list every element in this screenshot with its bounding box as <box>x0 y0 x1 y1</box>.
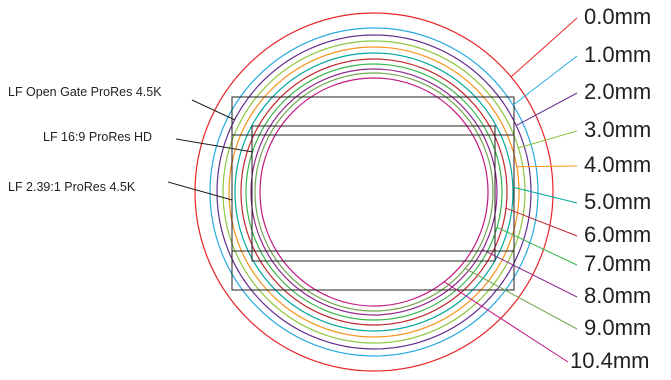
leader-6.0mm <box>505 207 578 237</box>
image-circle-3-0mm <box>222 40 526 344</box>
image-circle-8-0mm <box>250 68 498 316</box>
leader-3.0mm <box>518 130 578 149</box>
leader-8.0mm <box>482 249 578 298</box>
image-circle-2-0mm <box>216 34 532 350</box>
leader-lf-2-39 <box>167 181 233 201</box>
image-circle-1-0mm <box>209 27 539 357</box>
distance-label-8-0: 8.0mm <box>584 283 651 308</box>
distance-label-6-0: 6.0mm <box>584 222 651 247</box>
image-circles <box>194 12 554 372</box>
leader-lf-open-gate <box>191 99 236 121</box>
leader-0.0mm <box>510 17 578 78</box>
leader-5.0mm <box>512 186 578 204</box>
leader-lf-16-9 <box>175 138 254 153</box>
label-lf-open-gate: LF Open Gate ProRes 4.5K <box>8 85 162 99</box>
leader-7.0mm <box>496 226 578 266</box>
frame-lf-2-39 <box>231 134 515 252</box>
label-lf-16-9: LF 16:9 ProRes HD <box>43 130 152 144</box>
image-circle-7-0mm <box>245 63 503 321</box>
image-circle-5-0mm <box>234 52 514 332</box>
distance-label-7-0: 7.0mm <box>584 251 651 276</box>
leader-4.0mm <box>516 165 578 168</box>
distance-label-3-0: 3.0mm <box>584 117 651 142</box>
distance-label-4-0: 4.0mm <box>584 152 651 177</box>
leader-1.0mm <box>512 55 578 106</box>
distance-label-5-0: 5.0mm <box>584 189 651 214</box>
leader-9.0mm <box>464 268 578 330</box>
distance-label-0-0: 0.0mm <box>584 4 651 29</box>
leader-lines <box>167 17 578 363</box>
image-circle-4-0mm <box>228 46 520 338</box>
image-circle-10-4mm <box>259 77 489 307</box>
label-lf-2-39: LF 2.39:1 ProRes 4.5K <box>8 180 136 194</box>
image-circle-0-0mm <box>194 12 554 372</box>
image-circle-6-0mm <box>240 58 508 326</box>
distance-label-1-0: 1.0mm <box>584 42 651 67</box>
distance-label-9-0: 9.0mm <box>584 315 651 340</box>
leader-10.4mm <box>443 281 569 363</box>
sensor-format-frames <box>231 96 515 291</box>
leader-2.0mm <box>516 92 578 127</box>
frame-lf-16-9 <box>251 125 496 262</box>
distance-label-2-0: 2.0mm <box>584 79 651 104</box>
distance-label-10-4: 10.4mm <box>570 348 649 373</box>
image-circle-9-0mm <box>254 72 494 312</box>
